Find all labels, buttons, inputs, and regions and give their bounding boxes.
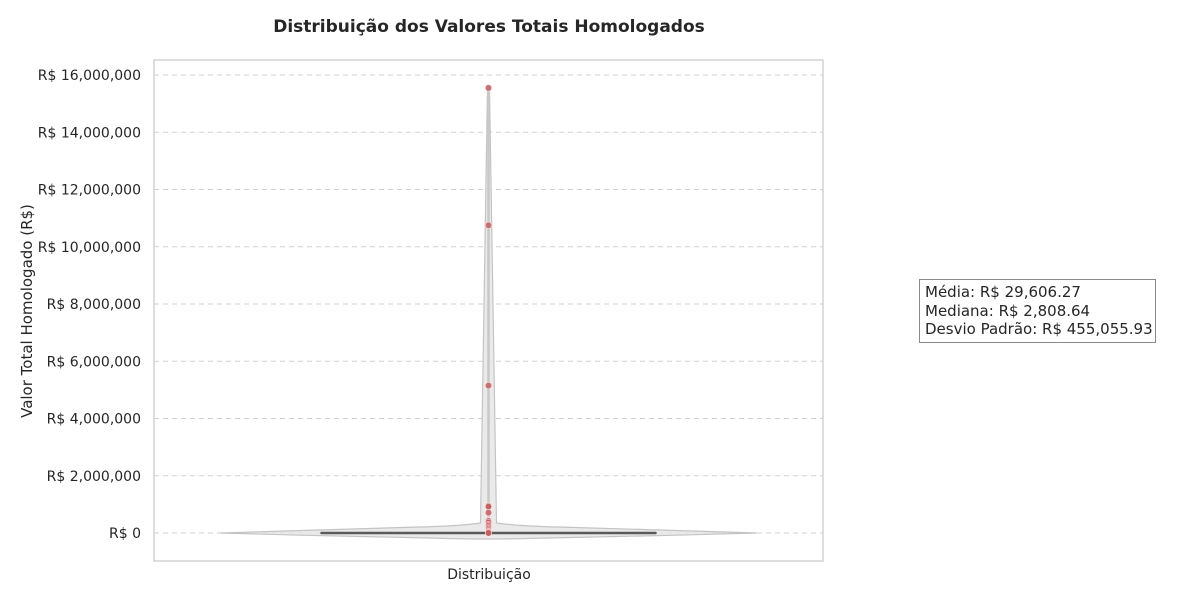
std-dev-text: Desvio Padrão: R$ 455,055.93 (925, 320, 1153, 338)
outlier-point (484, 221, 493, 229)
outlier-point (484, 509, 493, 517)
outlier-point (484, 84, 493, 92)
y-tick-label: R$ 2,000,000 (47, 469, 141, 485)
x-category-label: Distribuição (447, 567, 531, 583)
outlier-points (484, 84, 493, 537)
y-tick-label: R$ 0 (109, 526, 141, 542)
y-tick-labels: R$ 0 R$ 2,000,000 R$ 4,000,000 R$ 6,000,000… (38, 68, 141, 542)
y-tick-label: R$ 6,000,000 (47, 354, 141, 370)
statistics-box: Média: R$ 29,606.27 Mediana: R$ 2,808.64… (919, 279, 1156, 343)
y-tick-label: R$ 10,000,000 (38, 240, 141, 256)
outlier-point (484, 529, 493, 537)
y-tick-label: R$ 4,000,000 (47, 412, 141, 428)
outlier-point (484, 503, 493, 511)
chart-title: Distribuição dos Valores Totais Homologa… (273, 17, 705, 37)
y-axis-label: Valor Total Homologado (R$) (18, 204, 36, 418)
y-tick-label: R$ 8,000,000 (47, 297, 141, 313)
y-tick-label: R$ 12,000,000 (38, 183, 141, 199)
plot-frame (153, 59, 824, 562)
mean-text: Média: R$ 29,606.27 (925, 283, 1081, 301)
box-plot (320, 87, 657, 536)
y-tick-label: R$ 16,000,000 (38, 68, 141, 84)
outlier-point (484, 382, 493, 390)
median-text: Mediana: R$ 2,808.64 (925, 301, 1091, 320)
y-tick-label: R$ 14,000,000 (38, 125, 141, 141)
